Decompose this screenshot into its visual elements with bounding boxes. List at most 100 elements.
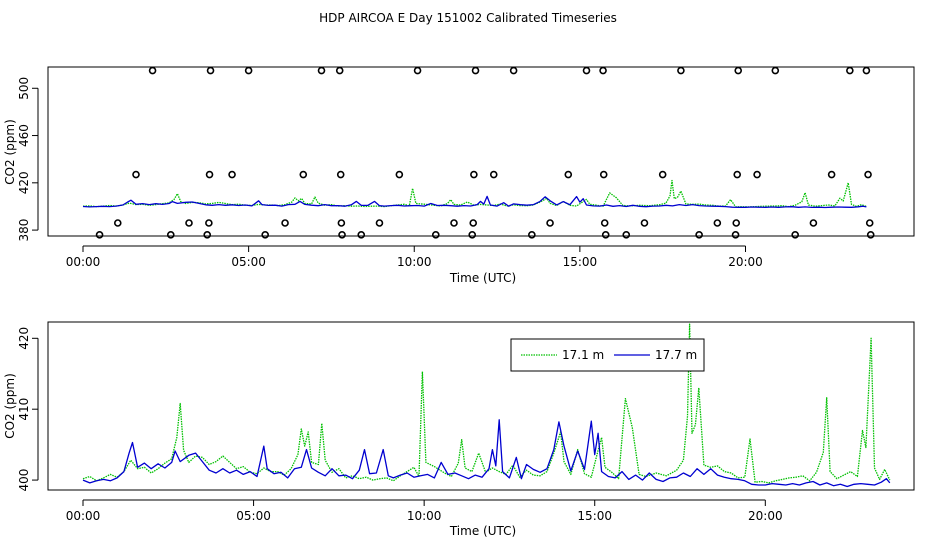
calibration-point — [470, 170, 478, 179]
x-tick-label: 05:00 — [236, 509, 271, 523]
calibration-point — [336, 170, 345, 179]
legend-label-17-7m: 17.7 m — [655, 348, 697, 362]
calibration-point — [261, 231, 269, 239]
calibration-point — [281, 219, 289, 227]
calibration-point — [827, 170, 836, 179]
calibration-point — [244, 66, 253, 75]
calibration-point — [791, 231, 799, 239]
calibration-point — [375, 219, 384, 227]
calibration-point — [471, 66, 480, 75]
x-tick-label: 15:00 — [563, 255, 598, 269]
legend: 17.1 m 17.7 m — [510, 338, 705, 372]
x-tick-label: 10:00 — [407, 509, 442, 523]
series-line-17-7-m — [82, 195, 867, 209]
calibration-point — [395, 170, 404, 179]
calibration-point — [528, 231, 536, 239]
calibration-point — [148, 66, 157, 75]
calibration-point — [862, 66, 871, 75]
timeseries-panel: 400 410 420 00:00 05:00 10:00 15:00 20:00 Time… — [3, 321, 915, 538]
calibration-point — [599, 66, 607, 75]
calibration-point — [695, 231, 703, 239]
calibration-point — [205, 170, 214, 179]
y-tick-label: 500 — [17, 77, 31, 100]
y-tick-label: 460 — [17, 124, 31, 147]
x-axis-label: Time (UTC) — [449, 524, 516, 538]
x-tick-label: 20:00 — [748, 509, 783, 523]
series-line-17-7-m — [82, 419, 891, 488]
calibration-point — [600, 219, 609, 227]
series-lines — [82, 323, 891, 488]
calibration-point — [582, 66, 591, 75]
calibration-point — [865, 219, 874, 227]
x-tick-label: 20:00 — [728, 255, 763, 269]
legend-label-17-1m: 17.1 m — [562, 348, 604, 362]
calibration-point — [357, 231, 366, 239]
calibration-point — [166, 231, 175, 239]
calibration-point — [713, 219, 722, 227]
calibration-point — [113, 219, 122, 227]
calibration-point — [450, 219, 458, 227]
calibration-point — [622, 231, 631, 239]
y-tick-label: 380 — [17, 219, 31, 242]
series-line-17-1-m — [82, 179, 867, 208]
calibration-point — [335, 66, 344, 75]
calibration-point — [337, 219, 346, 227]
x-tick-label: 00:00 — [66, 255, 101, 269]
calibration-point — [601, 231, 610, 239]
series-lines — [82, 179, 867, 209]
y-tick-label: 400 — [17, 469, 31, 492]
calibration-point — [846, 66, 854, 75]
y-tick-label: 420 — [17, 171, 31, 194]
y-axis-label: CO2 (ppm) — [3, 119, 17, 185]
calibration-point — [338, 231, 346, 239]
y-tick-label: 410 — [17, 398, 31, 421]
plot-frame — [47, 66, 915, 237]
y-axis: 380 420 460 500 — [17, 77, 39, 242]
calibration-point — [468, 231, 477, 239]
calibration-point — [546, 219, 554, 227]
calibration-point — [206, 66, 215, 75]
calibration-point — [866, 231, 875, 239]
x-tick-label: 05:00 — [231, 255, 266, 269]
calibration-point — [733, 170, 742, 179]
calibration-point — [753, 170, 761, 179]
calibration-point — [734, 66, 743, 75]
calibration-point — [771, 66, 780, 75]
calibration-markers — [95, 66, 875, 239]
calibration-point — [317, 66, 326, 75]
calibration-point — [431, 231, 440, 239]
calibration-point — [203, 231, 212, 239]
x-axis-label: Time (UTC) — [449, 271, 516, 285]
calibration-point — [132, 170, 140, 179]
plot-frame — [47, 321, 915, 491]
y-tick-label: 420 — [17, 327, 31, 350]
calibration-point — [864, 170, 872, 179]
x-tick-label: 10:00 — [397, 255, 432, 269]
calibration-point — [658, 170, 667, 179]
calibration-point — [732, 219, 741, 227]
x-tick-label: 15:00 — [577, 509, 612, 523]
calibration-point — [809, 219, 818, 227]
calibration-point — [228, 170, 236, 179]
calibration-point — [677, 66, 685, 75]
y-axis: 400 410 420 — [17, 327, 39, 492]
calibration-point — [205, 219, 213, 227]
calibration-point — [731, 231, 740, 239]
calibration-point — [185, 219, 193, 227]
calibration-point — [509, 66, 518, 75]
calibration-point — [95, 231, 104, 239]
legend-box — [510, 338, 705, 372]
x-axis: 00:00 05:00 10:00 15:00 20:00 — [66, 245, 763, 269]
calibration-point — [299, 170, 308, 179]
y-axis-label: CO2 (ppm) — [3, 373, 17, 439]
calibration-point — [413, 66, 422, 75]
x-axis: 00:00 05:00 10:00 15:00 20:00 — [66, 499, 783, 523]
x-tick-label: 00:00 — [66, 509, 101, 523]
calibration-point — [469, 219, 478, 227]
calibration-panel: 380 420 460 500 00:00 05:00 10:00 15:00 20:00 T… — [3, 66, 915, 285]
calibration-point — [489, 170, 498, 179]
calibration-point — [564, 170, 573, 179]
figure-title: HDP AIRCOA E Day 151002 Calibrated Times… — [319, 11, 617, 25]
series-line-17-1-m — [82, 323, 891, 484]
